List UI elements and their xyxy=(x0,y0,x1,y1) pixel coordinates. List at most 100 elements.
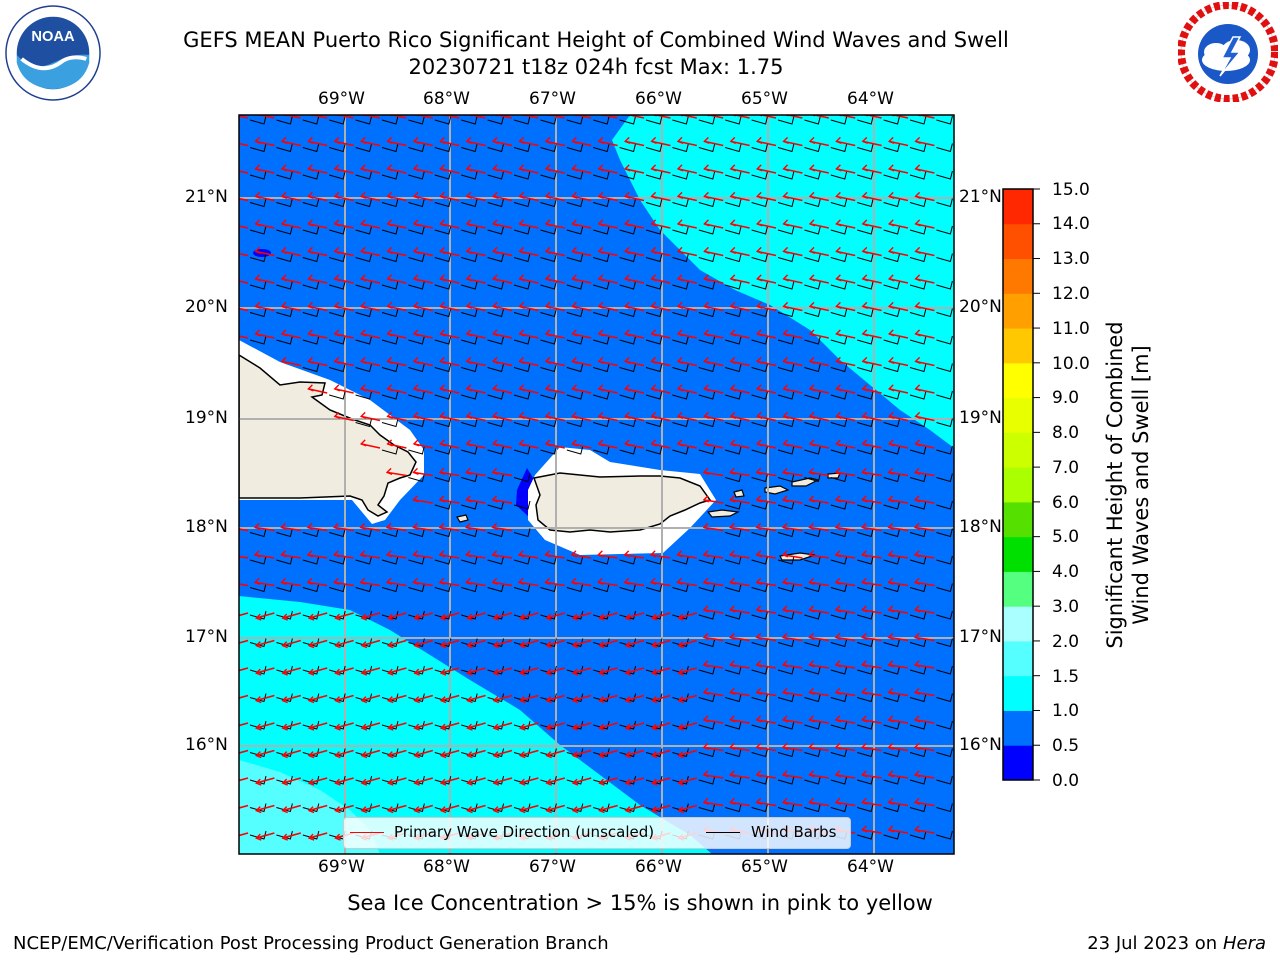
wave-direction-arrow xyxy=(730,636,750,642)
wave-direction-arrow xyxy=(625,804,645,812)
wind-barb xyxy=(883,830,901,840)
wave-direction-arrow xyxy=(677,554,697,559)
wave-direction-arrow xyxy=(862,691,882,697)
wave-direction-arrowhead xyxy=(544,577,551,586)
wave-direction-arrow xyxy=(520,804,539,812)
wave-direction-arrow xyxy=(809,581,829,587)
wave-direction-arrow xyxy=(703,746,724,752)
wave-direction-arrowhead xyxy=(519,641,526,649)
wave-direction-arrowhead xyxy=(386,439,393,447)
wind-barb xyxy=(302,280,320,290)
wave-direction-arrowhead xyxy=(676,577,683,586)
wave-direction-arrow xyxy=(914,526,935,532)
wave-direction-arrowhead xyxy=(598,778,605,786)
wave-direction-arrowhead xyxy=(519,696,526,704)
wave-direction-arrow xyxy=(413,526,433,532)
wind-barb xyxy=(672,638,689,648)
wave-direction-arrowhead xyxy=(334,641,341,649)
wave-direction-arrowhead xyxy=(439,384,446,392)
wave-direction-arrowhead xyxy=(491,191,499,200)
wave-direction-arrowhead xyxy=(518,356,525,365)
wave-direction-arrowhead xyxy=(835,191,842,200)
wave-direction-arrowhead xyxy=(808,605,815,613)
wind-barb xyxy=(355,363,373,373)
wave-direction-arrow xyxy=(652,115,671,119)
wind-barb xyxy=(857,803,874,813)
wind-barb xyxy=(355,720,373,730)
wave-direction-arrowhead xyxy=(545,806,552,814)
wave-direction-arrowhead xyxy=(519,778,526,786)
wind-barb xyxy=(777,280,795,290)
wind-barb xyxy=(249,253,267,263)
wind-barb xyxy=(513,335,531,345)
wave-direction-arrowhead xyxy=(781,577,789,586)
wind-barb xyxy=(355,335,373,345)
wave-direction-arrow xyxy=(756,719,777,724)
wind-barb xyxy=(672,583,689,593)
wave-direction-arrow xyxy=(440,667,460,674)
wave-direction-arrowhead xyxy=(465,550,472,558)
wind-barb xyxy=(725,775,742,785)
wave-direction-arrowhead xyxy=(861,522,868,531)
wave-direction-arrow xyxy=(835,554,856,559)
wave-direction-arrow xyxy=(334,581,354,587)
wave-direction-arrow xyxy=(336,115,354,119)
wind-barb xyxy=(751,638,769,648)
wave-direction-arrow xyxy=(914,636,935,642)
wave-direction-arrowhead xyxy=(651,696,658,704)
wave-direction-arrowhead xyxy=(307,696,315,704)
wave-direction-arrowhead xyxy=(492,613,500,621)
wind-barb xyxy=(619,335,637,345)
legend-wave-label: Primary Wave Direction (unscaled) xyxy=(394,823,655,841)
wind-barb xyxy=(909,445,927,455)
wind-barb xyxy=(355,115,373,125)
land-island-mona xyxy=(456,514,469,523)
wave-direction-arrowhead xyxy=(491,356,499,365)
wind-barb xyxy=(672,280,689,290)
wave-direction-arrow xyxy=(809,636,829,642)
wave-direction-arrowhead xyxy=(491,495,498,503)
wind-barb xyxy=(645,363,663,373)
wave-direction-arrowhead xyxy=(887,356,895,365)
wave-direction-arrowhead xyxy=(544,164,552,172)
wave-direction-arrowhead xyxy=(333,329,341,337)
wave-direction-arrowhead xyxy=(571,384,578,392)
wind-barb xyxy=(857,143,874,153)
wave-direction-arrowhead xyxy=(729,191,737,200)
wave-direction-arrowhead xyxy=(782,439,789,447)
wave-direction-arrowhead xyxy=(492,778,500,786)
wave-direction-arrowhead xyxy=(887,797,894,806)
colorbar-tick-label: 10.0 xyxy=(1052,354,1090,374)
wind-barb xyxy=(566,335,584,345)
wind-barb xyxy=(725,748,742,758)
wave-direction-arrow xyxy=(414,612,434,619)
wave-direction-arrow xyxy=(756,636,777,642)
wave-direction-arrow xyxy=(335,694,354,702)
wind-barb xyxy=(434,445,452,455)
wind-barb xyxy=(725,583,742,593)
wave-direction-arrow xyxy=(467,667,486,674)
wave-direction-arrow xyxy=(782,719,803,724)
wave-direction-arrowhead xyxy=(887,329,895,337)
wave-direction-arrow xyxy=(256,722,275,729)
wave-direction-arrowhead xyxy=(387,806,394,814)
wave-direction-arrow xyxy=(888,609,909,614)
lon-label-top: 64°W xyxy=(847,89,894,109)
wave-direction-arrow xyxy=(914,829,935,834)
wind-barb xyxy=(329,803,346,813)
wave-direction-arrowhead xyxy=(729,301,737,310)
wave-direction-arrowhead xyxy=(702,467,710,476)
wind-barb xyxy=(434,555,452,565)
wave-direction-arrowhead xyxy=(755,522,762,531)
wind-barb xyxy=(751,748,769,758)
wind-barb xyxy=(672,253,689,263)
wave-direction-arrow xyxy=(835,636,856,642)
wind-barb xyxy=(381,445,399,455)
wind-barb xyxy=(513,418,531,428)
lon-label-bottom: 65°W xyxy=(741,857,788,877)
wind-barb xyxy=(830,803,848,813)
wave-direction-arrow xyxy=(678,804,698,812)
wind-barb xyxy=(645,253,663,263)
wind-barb xyxy=(777,720,795,730)
wave-direction-arrow xyxy=(835,471,856,477)
